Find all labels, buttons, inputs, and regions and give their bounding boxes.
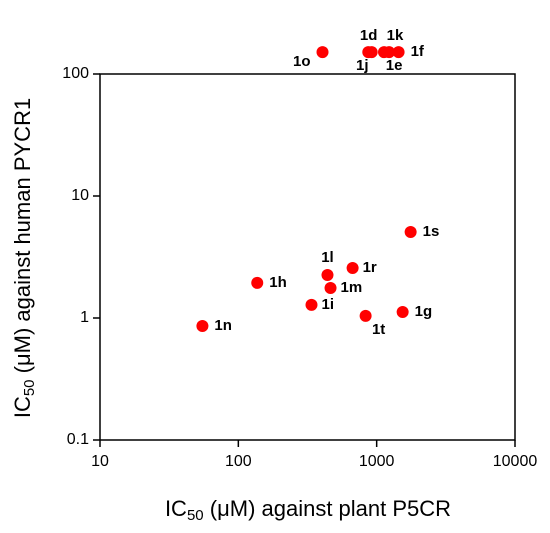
- point-label: 1r: [363, 259, 377, 276]
- point-label: 1o: [293, 53, 311, 70]
- point: [346, 261, 359, 274]
- point: [359, 309, 372, 322]
- point: [316, 46, 329, 59]
- x-label-rest: (μM) against plant P5CR: [204, 496, 451, 521]
- y-label-main: IC: [10, 396, 35, 418]
- point: [196, 319, 209, 332]
- point-label: 1h: [269, 274, 287, 291]
- point-label: 1n: [214, 317, 232, 334]
- y-tick-label: 10: [71, 187, 89, 204]
- point-label: 1t: [372, 321, 385, 338]
- point-label: 1f: [411, 43, 425, 60]
- x-tick-label: 10: [91, 453, 109, 470]
- point: [324, 282, 337, 295]
- point-label: 1j: [356, 57, 369, 74]
- point: [365, 46, 378, 59]
- y-axis-label: IC50 (μM) against human PYCR1: [10, 98, 38, 418]
- point-label: 1s: [423, 223, 440, 240]
- point: [392, 46, 405, 59]
- point-label: 1d: [360, 27, 378, 44]
- point-label: 1e: [386, 57, 403, 74]
- point: [321, 269, 334, 282]
- point-label: 1m: [341, 279, 363, 296]
- y-tick-label: 0.1: [67, 431, 89, 448]
- y-label-sub: 50: [21, 379, 38, 396]
- x-tick-label: 100: [225, 453, 252, 470]
- point-label: 1i: [322, 296, 335, 313]
- point: [251, 276, 264, 289]
- x-tick-label: 1000: [359, 453, 395, 470]
- point: [305, 298, 318, 311]
- point-label: 1g: [415, 303, 433, 320]
- y-label-rest: (μM) against human PYCR1: [10, 98, 35, 380]
- x-axis-label: IC50 (μM) against plant P5CR: [165, 496, 451, 524]
- point: [404, 225, 417, 238]
- x-label-main: IC: [165, 496, 187, 521]
- point-label: 1l: [321, 249, 334, 266]
- x-label-sub: 50: [187, 507, 204, 524]
- y-tick-label: 100: [62, 65, 89, 82]
- point: [396, 305, 409, 318]
- x-tick-label: 10000: [493, 453, 538, 470]
- plot-frame: [99, 73, 516, 441]
- point-label: 1k: [387, 27, 404, 44]
- y-tick-label: 1: [80, 309, 89, 326]
- point: [383, 46, 396, 59]
